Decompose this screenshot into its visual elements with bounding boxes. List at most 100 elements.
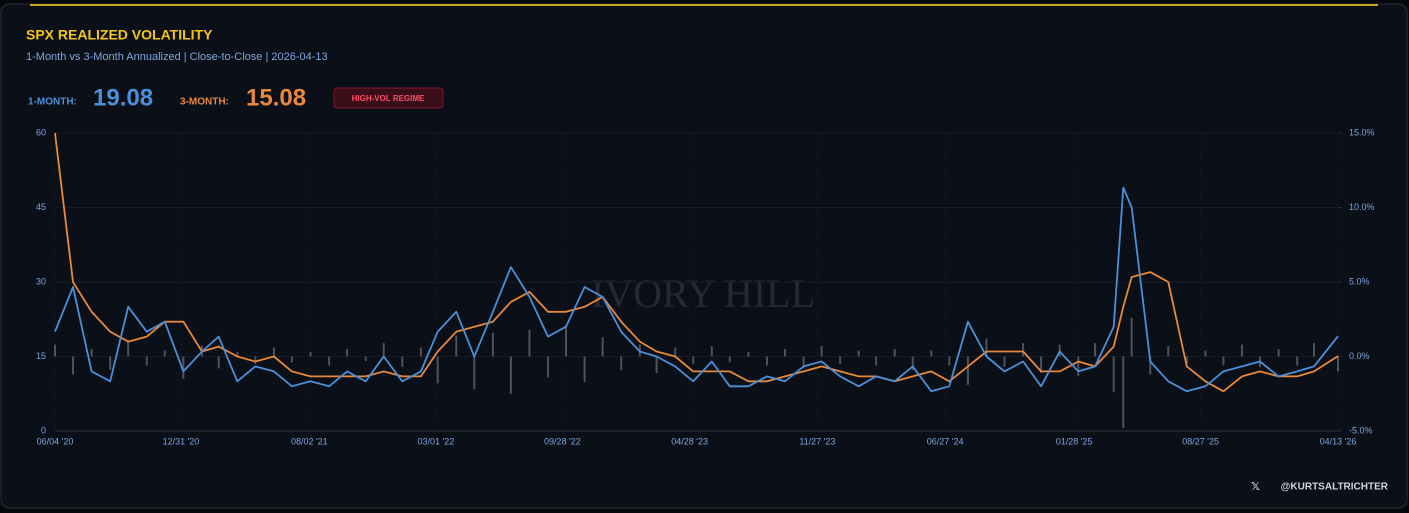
x-tick-label: 11/27 '23: [799, 436, 835, 446]
return-bar: [1185, 356, 1188, 364]
x-logo: 𝕏: [1251, 481, 1260, 493]
y2-tick-label: -5.0%: [1349, 425, 1373, 435]
return-bar: [728, 356, 731, 363]
x-tick-label: 12/31 '20: [163, 436, 200, 446]
x-tick-label: 09/28 '22: [544, 436, 581, 446]
return-bar: [893, 349, 896, 357]
x-tick-label: 04/28 '23: [671, 436, 708, 446]
return-bar: [127, 340, 130, 357]
return-bar: [1313, 343, 1316, 357]
return-bar: [401, 356, 404, 367]
return-bar: [692, 356, 695, 364]
return-bar: [857, 350, 860, 357]
return-bar: [382, 343, 385, 357]
y2-tick-label: 10.0%: [1349, 202, 1375, 212]
return-bar: [747, 352, 750, 357]
return-bar: [1277, 349, 1280, 357]
chart-title: SPX REALIZED VOLATILITY: [26, 27, 213, 43]
return-bar: [254, 356, 257, 364]
return-bar: [1022, 343, 1025, 357]
return-bar: [491, 332, 494, 357]
return-bar: [547, 356, 550, 378]
y2-tick-label: 15.0%: [1349, 127, 1375, 137]
badge: HIGH-VOL REGIME: [352, 94, 425, 103]
return-bar: [71, 356, 74, 375]
x-tick-label: 04/13 '26: [1320, 436, 1357, 446]
return-bar: [985, 338, 988, 357]
return-bar: [1167, 346, 1170, 357]
return-bar: [509, 356, 512, 394]
readout-value: 19.08: [93, 84, 153, 111]
return-bar: [1337, 356, 1339, 372]
y2-tick-label: 0.0%: [1349, 351, 1370, 361]
top-accent: [30, 4, 1378, 6]
plot-area: 0 15 30 45 60 -5.0% 0.0% 5.0% 10.0% 15.0% 06/04 '2…: [36, 127, 1375, 446]
return-bar: [1222, 356, 1225, 366]
return-bar: [565, 325, 568, 357]
readout-value: 15.08: [246, 84, 306, 111]
return-bar: [217, 356, 220, 369]
return-bar: [364, 356, 367, 361]
return-bar: [346, 349, 349, 357]
return-bar: [783, 349, 786, 357]
return-bar: [54, 344, 56, 357]
return-bar: [1003, 356, 1006, 367]
y-tick-label: 30: [36, 276, 46, 286]
x-tick-label: 03/01 '22: [417, 436, 454, 446]
return-bar: [1040, 356, 1043, 373]
return-bar: [455, 335, 458, 357]
return-bar: [419, 347, 422, 357]
x-tick-label: 06/27 '24: [927, 436, 964, 446]
y-tick-label: 0: [41, 425, 46, 435]
return-bar: [948, 356, 951, 366]
return-bar: [1112, 356, 1115, 393]
watermark: IVORY HILL: [591, 271, 815, 316]
y-tick-label: 60: [36, 127, 46, 137]
return-bar: [802, 356, 805, 369]
y-tick-label: 15: [36, 351, 46, 361]
return-bar: [272, 347, 275, 357]
chart-subtitle: 1-Month vs 3-Month Annualized | Close-to…: [26, 51, 328, 63]
readout-label: 3-MONTH:: [180, 97, 229, 108]
return-bar: [1130, 317, 1133, 357]
return-bar: [1149, 356, 1152, 375]
y-tick-label: 45: [36, 202, 46, 212]
return-bar: [674, 347, 677, 357]
return-bar: [620, 356, 623, 370]
return-bar: [1204, 350, 1207, 357]
return-bar: [328, 356, 331, 366]
return-bar: [911, 356, 914, 370]
badge-box: [333, 87, 444, 109]
return-bar: [875, 356, 878, 366]
return-bar: [1058, 344, 1061, 357]
return-bar: [290, 356, 293, 363]
readout-label: 1-MONTH:: [28, 97, 77, 108]
return-bar: [90, 349, 93, 357]
return-bar: [930, 350, 933, 357]
return-bar: [236, 352, 239, 357]
x-tick-label: 01/28 '25: [1056, 436, 1093, 446]
return-bar: [765, 356, 768, 366]
return-bar: [163, 350, 166, 357]
handle: @KURTSALTRICHTER: [1281, 482, 1389, 493]
x-tick-label: 08/02 '21: [291, 436, 328, 446]
return-bar: [966, 356, 969, 385]
return-bar: [710, 346, 713, 357]
x-tick-label: 08/27 '25: [1182, 436, 1219, 446]
return-bar: [1296, 356, 1299, 366]
return-bar: [583, 356, 586, 382]
return-bar: [1241, 344, 1244, 357]
return-bar: [109, 356, 112, 370]
return-bar: [528, 329, 531, 357]
return-bar: [309, 352, 312, 357]
return-bar: [820, 346, 823, 357]
return-bar: [655, 356, 658, 373]
return-bar: [436, 356, 439, 384]
return-bar: [1077, 356, 1080, 376]
return-bar: [182, 356, 185, 379]
return-bar: [839, 356, 842, 364]
return-bar: [1122, 356, 1125, 429]
return-bar: [145, 356, 148, 366]
series-line: [54, 186, 1339, 393]
